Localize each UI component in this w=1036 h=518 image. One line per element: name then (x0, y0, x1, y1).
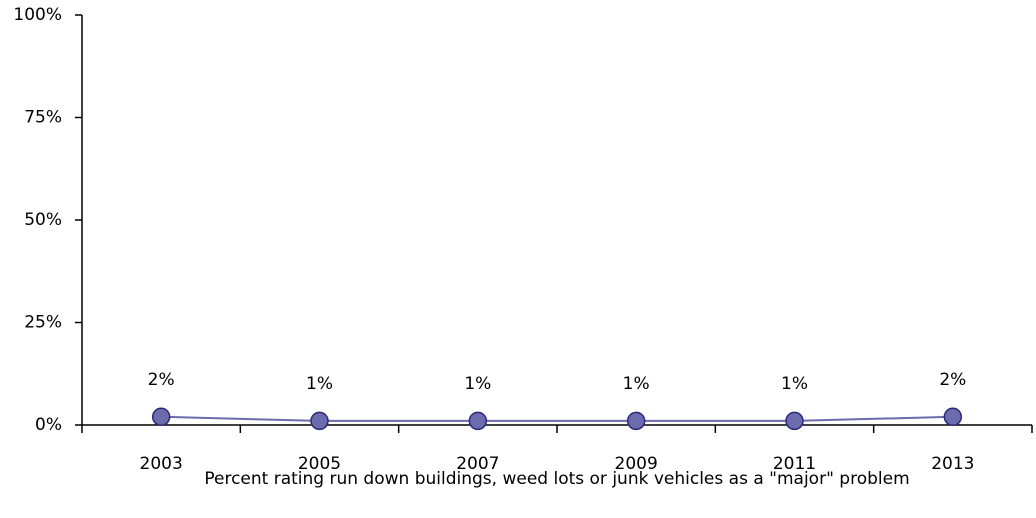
value-label: 2% (939, 370, 966, 390)
marker (943, 407, 963, 427)
x-tick-label: 2005 (298, 454, 341, 474)
value-label: 1% (306, 374, 333, 394)
marker (626, 411, 646, 431)
value-label: 1% (464, 374, 491, 394)
value-label: 1% (781, 374, 808, 394)
x-tick-label: 2011 (773, 454, 816, 474)
marker (468, 411, 488, 431)
x-tick-label: 2003 (140, 454, 183, 474)
marker (785, 411, 804, 431)
y-tick-label: 100% (13, 5, 62, 25)
y-tick-label: 25% (24, 313, 62, 333)
y-tick-label: 50% (24, 210, 62, 230)
value-label: 2% (148, 370, 175, 390)
x-axis-title: Percent rating run down buildings, weed … (204, 469, 909, 489)
y-tick-label: 0% (35, 415, 62, 435)
value-label: 1% (623, 374, 650, 394)
x-tick-label: 2009 (615, 454, 658, 474)
line (161, 415, 953, 422)
x-tick-label: 2007 (456, 454, 499, 474)
marker (310, 411, 329, 431)
x-tick-label: 2013 (931, 454, 974, 474)
marker (151, 407, 171, 427)
y-tick-label: 75% (24, 108, 62, 128)
